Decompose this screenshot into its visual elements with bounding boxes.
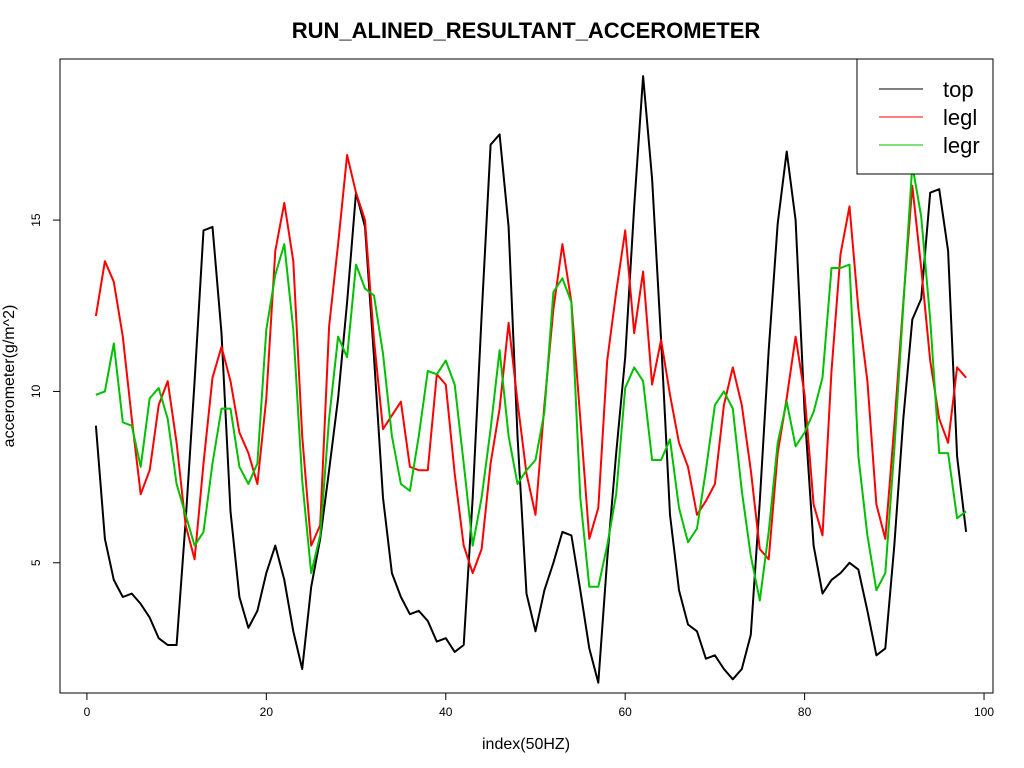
x-axis: 0 20 40 60 80 100: [84, 692, 994, 719]
y-axis: 5 10 15: [29, 213, 61, 566]
series-line-top: [94, 75, 968, 684]
y-tick-label: 15: [29, 213, 43, 227]
x-tick-label: 60: [619, 705, 633, 719]
x-axis-label: index(50HZ): [482, 736, 570, 753]
series-layer: [94, 75, 968, 684]
legend-label-legl: legl: [943, 105, 977, 130]
legend-label-top: top: [943, 77, 974, 102]
x-tick-label: 20: [260, 705, 274, 719]
x-tick-label: 40: [439, 705, 453, 719]
x-tick-label: 80: [798, 705, 812, 719]
legend: top legl legr: [856, 58, 994, 175]
legend-label-legr: legr: [943, 133, 980, 158]
y-tick-label: 5: [29, 559, 43, 566]
series-line-legl: [94, 154, 967, 575]
chart-title: RUN_ALINED_RESULTANT_ACCEROMETER: [292, 18, 761, 43]
x-tick-label: 100: [974, 705, 994, 719]
y-axis-label: accerometer(g/m^2): [1, 305, 18, 448]
y-tick-label: 10: [29, 384, 43, 398]
series-line-legr: [95, 164, 967, 602]
x-tick-label: 0: [84, 705, 91, 719]
